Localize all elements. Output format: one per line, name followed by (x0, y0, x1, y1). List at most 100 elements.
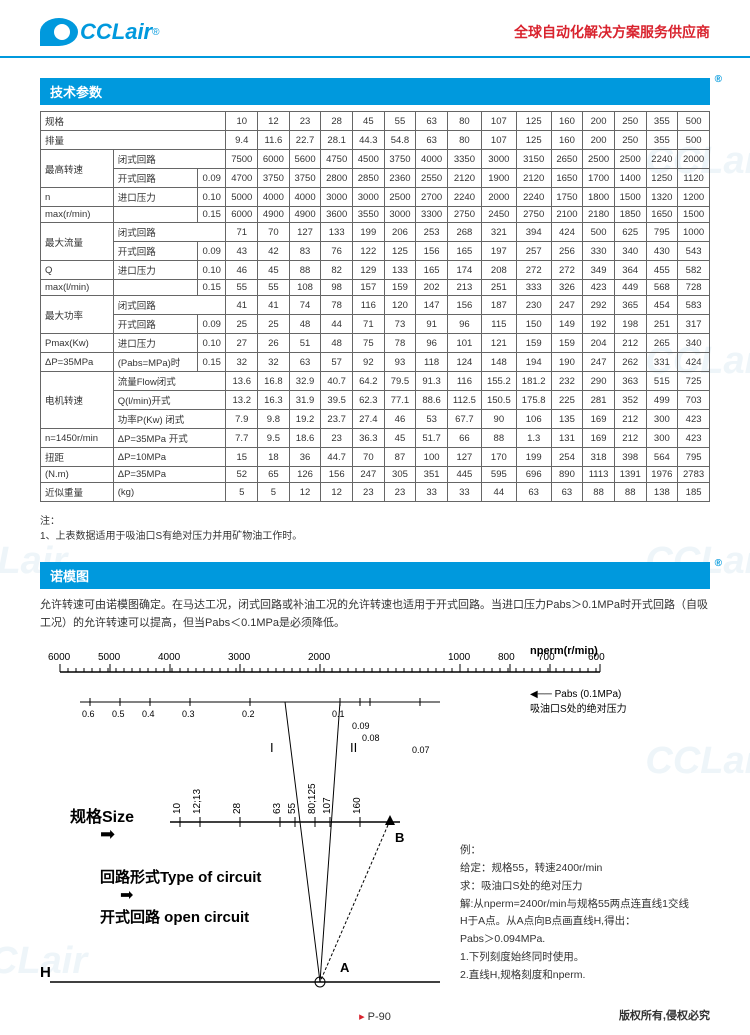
cell: 76 (321, 242, 353, 261)
cell: 39.5 (321, 391, 353, 410)
cell: 55 (226, 280, 258, 296)
row-param: 0.09 (197, 242, 225, 261)
cell: 44 (321, 315, 353, 334)
cell: 122 (353, 242, 385, 261)
row-sub: 进口压力 (113, 261, 197, 280)
row-sub: 闭式回路 (113, 223, 226, 242)
cell: 78 (384, 334, 416, 353)
row-group: max(r/min) (41, 207, 114, 223)
cell: 106 (516, 410, 551, 429)
cell: 4000 (289, 188, 321, 207)
cell: 2360 (384, 169, 416, 188)
row-group: 排量 (41, 131, 226, 150)
cell: 92 (353, 353, 385, 372)
note-label: 注： (40, 516, 60, 527)
cell: 3000 (353, 188, 385, 207)
cell: 212 (614, 334, 646, 353)
cell: 2000 (481, 188, 516, 207)
cell: 174 (447, 261, 481, 280)
cell: 4900 (258, 207, 290, 223)
cell: 225 (551, 391, 583, 410)
cell: 181.2 (516, 372, 551, 391)
cell: 41 (226, 296, 258, 315)
cell: 175.8 (516, 391, 551, 410)
cell: 305 (384, 467, 416, 483)
svg-text:107: 107 (322, 797, 333, 814)
cell: 4500 (353, 150, 385, 169)
cell: 159 (384, 280, 416, 296)
cell: 330 (583, 242, 615, 261)
cell: 253 (416, 223, 448, 242)
cell: 2700 (416, 188, 448, 207)
cell: 11.6 (258, 131, 290, 150)
cell: 251 (481, 280, 516, 296)
cell: 2500 (384, 188, 416, 207)
cell: 247 (583, 353, 615, 372)
cell: 333 (516, 280, 551, 296)
svg-text:600: 600 (588, 652, 605, 663)
cell: 317 (678, 315, 710, 334)
cell: 131 (551, 429, 583, 448)
cell: 150 (516, 315, 551, 334)
cell: 568 (646, 280, 678, 296)
svg-text:10: 10 (172, 803, 183, 815)
cell: 449 (614, 280, 646, 296)
logo: CCLair ® (40, 18, 160, 46)
cell: 212 (614, 410, 646, 429)
cell: 5600 (289, 150, 321, 169)
cell: 10 (226, 112, 258, 131)
svg-text:5000: 5000 (98, 652, 121, 663)
cell: 1750 (551, 188, 583, 207)
cell: 3000 (321, 188, 353, 207)
cell: 696 (516, 467, 551, 483)
cell: 351 (416, 467, 448, 483)
cell: 1650 (551, 169, 583, 188)
cell: 112.5 (447, 391, 481, 410)
cell: 33 (416, 483, 448, 502)
cell: 121 (481, 334, 516, 353)
cell: 202 (416, 280, 448, 296)
cell: 3550 (353, 207, 385, 223)
cell: 44.7 (321, 448, 353, 467)
cell: 51 (289, 334, 321, 353)
svg-text:6000: 6000 (48, 652, 71, 663)
cell: 42 (258, 242, 290, 261)
cell: 116 (447, 372, 481, 391)
row-sub (113, 280, 197, 296)
cell: 23.7 (321, 410, 353, 429)
cell: 199 (516, 448, 551, 467)
cell: 5 (258, 483, 290, 502)
cell: 230 (516, 296, 551, 315)
cell: 54.8 (384, 131, 416, 150)
cell: 3600 (321, 207, 353, 223)
cell: 2240 (516, 188, 551, 207)
cell: 583 (678, 296, 710, 315)
cell: 133 (321, 223, 353, 242)
cell: 96 (447, 315, 481, 334)
svg-text:800: 800 (498, 652, 515, 663)
cell: 2500 (583, 150, 615, 169)
row-sub: (Pabs=MPa)时 (113, 353, 197, 372)
cell: 9.4 (226, 131, 258, 150)
cell: 90 (481, 410, 516, 429)
svg-text:3000: 3000 (228, 652, 251, 663)
cell: 1850 (614, 207, 646, 223)
cell: 160 (551, 131, 583, 150)
cell: 1120 (678, 169, 710, 188)
cell: 4900 (289, 207, 321, 223)
cell: 331 (646, 353, 678, 372)
cell: 63 (416, 112, 448, 131)
cell: 247 (353, 467, 385, 483)
cell: 2000 (678, 150, 710, 169)
row-group: Q (41, 261, 114, 280)
svg-text:0.1: 0.1 (332, 709, 345, 719)
logo-text: CCLair (80, 19, 152, 45)
cell: 74 (289, 296, 321, 315)
cell: 499 (646, 391, 678, 410)
cell: 247 (551, 296, 583, 315)
cell: 124 (447, 353, 481, 372)
svg-text:1000: 1000 (448, 652, 471, 663)
cell: 2750 (516, 207, 551, 223)
cell: 398 (614, 448, 646, 467)
cell: 321 (481, 223, 516, 242)
